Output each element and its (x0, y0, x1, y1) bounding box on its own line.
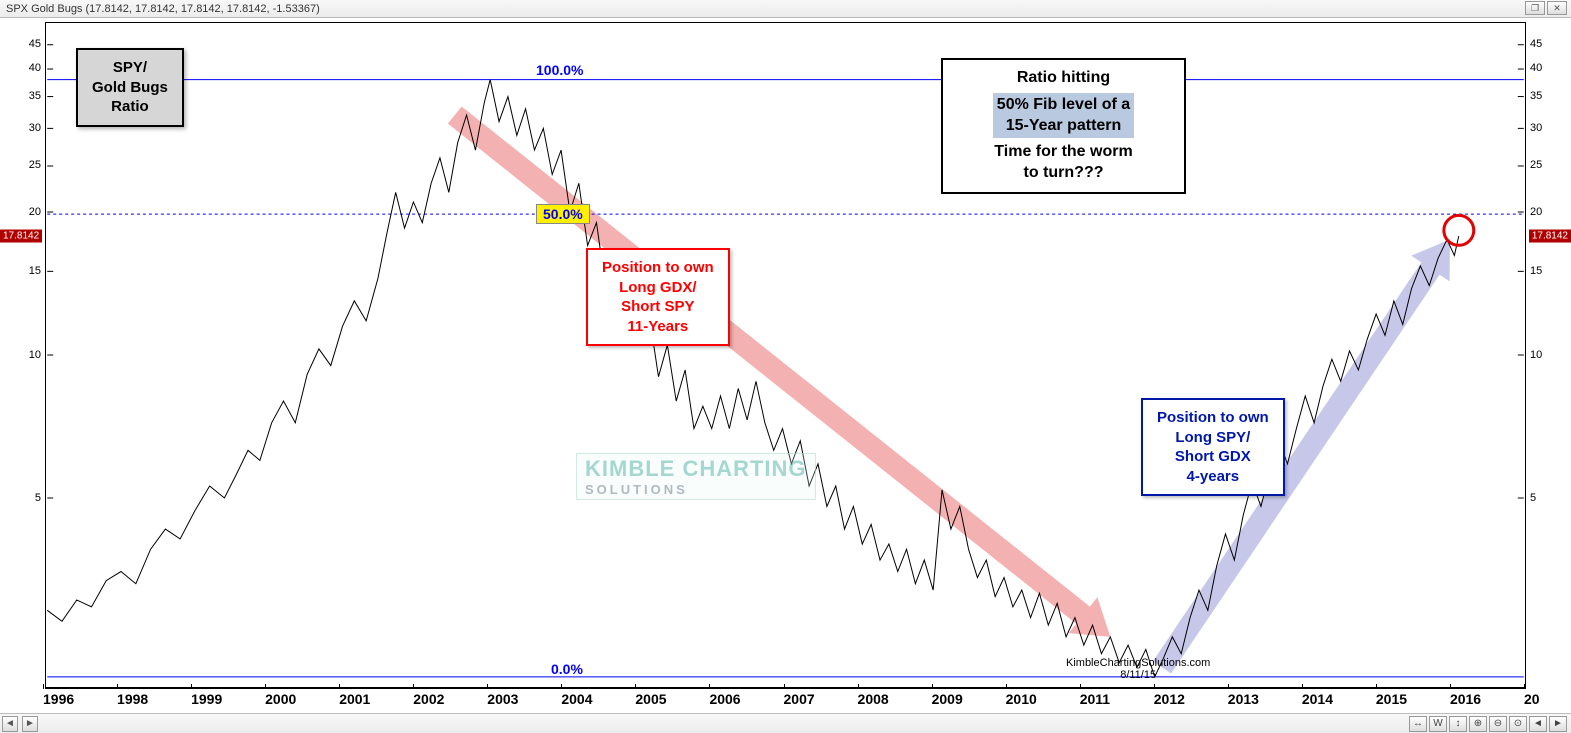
red-line3: Short SPY (602, 297, 714, 317)
y-tick-left: 25 (0, 159, 45, 171)
x-tick: 2012 (1154, 691, 1185, 707)
x-tick: 2010 (1006, 691, 1037, 707)
black-line3: to turn??? (957, 163, 1170, 184)
x-tick: 2008 (858, 691, 889, 707)
toolbar-button[interactable]: ⊕ (1469, 716, 1487, 732)
gray-line2: Gold Bugs (92, 78, 168, 98)
gray-line3: Ratio (92, 97, 168, 117)
x-tick: 20 (1524, 691, 1540, 707)
chart-plot-area: KIMBLE CHARTING SOLUTIONS SPY/ Gold Bugs… (45, 22, 1526, 688)
x-tick: 2015 (1376, 691, 1407, 707)
toolbar-button[interactable]: ► (1549, 716, 1567, 732)
y-tick-left: 15 (0, 265, 45, 277)
y-tick-right: 20 (1526, 206, 1571, 218)
x-tick: 1998 (117, 691, 148, 707)
y-tick-left: 20 (0, 206, 45, 218)
y-tick-right: 10 (1526, 349, 1571, 361)
x-tick: 2007 (784, 691, 815, 707)
scroll-left-button[interactable]: ◄ (2, 716, 18, 732)
y-tick-left: 40 (0, 62, 45, 74)
y-tick-right: 15 (1526, 265, 1571, 277)
x-tick: 2003 (487, 691, 518, 707)
y-axis-left: 45 40 35 30 25 20 15 10 5 17.8142 (0, 22, 45, 688)
y-axis-right: 45 40 35 30 25 20 15 10 5 17.8142 (1526, 22, 1571, 688)
x-tick: 1996 (43, 691, 74, 707)
gray-line1: SPY/ (92, 58, 168, 78)
x-axis: 1996 1998 1999 2000 2001 2002 2003 2004 2005 2006… (45, 688, 1526, 713)
attribution: KimbleChartingSolutions.com 8/11/15 (1066, 657, 1210, 681)
toolbar-button[interactable]: ↕ (1449, 716, 1467, 732)
x-tick: 2005 (635, 691, 666, 707)
window-restore-button[interactable]: ❐ (1525, 1, 1545, 15)
y-tick-right: 35 (1526, 90, 1571, 102)
toolbar-button[interactable]: ◄ (1529, 716, 1547, 732)
watermark-line1: KIMBLE CHARTING (585, 456, 807, 481)
x-tick: 2009 (932, 691, 963, 707)
black-hl1: 50% Fib level of a (997, 96, 1130, 113)
y-tick-left: 30 (0, 122, 45, 134)
fib-50-label: 50.0% (536, 204, 590, 224)
toolbar-button[interactable]: ⊙ (1509, 716, 1527, 732)
red-annotation-box: Position to own Long GDX/ Short SPY 11-Y… (586, 248, 730, 346)
y-tick-right: 40 (1526, 62, 1571, 74)
y-tick-left: 10 (0, 349, 45, 361)
y-tick-right: 30 (1526, 122, 1571, 134)
window-close-button[interactable]: ✕ (1547, 1, 1567, 15)
x-tick: 2013 (1228, 691, 1259, 707)
x-tick: 2011 (1080, 691, 1110, 707)
price-tag-left: 17.8142 (0, 229, 42, 242)
y-tick-right: 5 (1526, 492, 1571, 504)
blue-line3: Short GDX (1157, 447, 1269, 467)
toolbar-button[interactable]: ↔ (1409, 716, 1427, 732)
blue-line4: 4-years (1157, 467, 1269, 487)
x-tick: 2002 (413, 691, 444, 707)
black-line2: Time for the worm (957, 142, 1170, 163)
red-line1: Position to own (602, 258, 714, 278)
toolbar-button[interactable]: W (1429, 716, 1447, 732)
x-tick: 1999 (191, 691, 222, 707)
fib-100-label: 100.0% (536, 62, 583, 78)
black-hl2: 15-Year pattern (1006, 117, 1122, 134)
y-tick-left: 35 (0, 90, 45, 102)
x-tick: 2006 (709, 691, 740, 707)
price-tag-right: 17.8142 (1529, 229, 1571, 242)
x-tick: 2004 (561, 691, 592, 707)
y-tick-left: 5 (0, 492, 45, 504)
x-tick: 2001 (339, 691, 370, 707)
blue-annotation-box: Position to own Long SPY/ Short GDX 4-ye… (1141, 398, 1285, 496)
scroll-right-button[interactable]: ► (22, 716, 38, 732)
attribution-line1: KimbleChartingSolutions.com (1066, 657, 1210, 669)
x-tick: 2000 (265, 691, 296, 707)
black-line1: Ratio hitting (957, 68, 1170, 89)
attribution-line2: 8/11/15 (1066, 669, 1210, 681)
blue-line1: Position to own (1157, 408, 1269, 428)
y-tick-right: 45 (1526, 38, 1571, 50)
toolbar-button[interactable]: ⊖ (1489, 716, 1507, 732)
watermark-line2: SOLUTIONS (585, 482, 807, 497)
blue-line2: Long SPY/ (1157, 428, 1269, 448)
window-title: SPX Gold Bugs (17.8142, 17.8142, 17.8142… (6, 3, 320, 15)
fib-0-label: 0.0% (551, 661, 583, 677)
red-line2: Long GDX/ (602, 278, 714, 298)
title-annotation-box: SPY/ Gold Bugs Ratio (76, 48, 184, 127)
x-tick: 2016 (1450, 691, 1481, 707)
chart-svg (46, 23, 1525, 687)
red-line4: 11-Years (602, 317, 714, 337)
black-annotation-box: Ratio hitting 50% Fib level of a 15-Year … (941, 58, 1186, 194)
y-tick-right: 25 (1526, 159, 1571, 171)
x-tick: 2014 (1302, 691, 1333, 707)
y-tick-left: 45 (0, 38, 45, 50)
bottom-toolbar: ◄ ► ↔W↕⊕⊖⊙◄► (0, 713, 1571, 733)
window-title-bar: SPX Gold Bugs (17.8142, 17.8142, 17.8142… (0, 0, 1571, 18)
watermark: KIMBLE CHARTING SOLUTIONS (576, 453, 816, 500)
